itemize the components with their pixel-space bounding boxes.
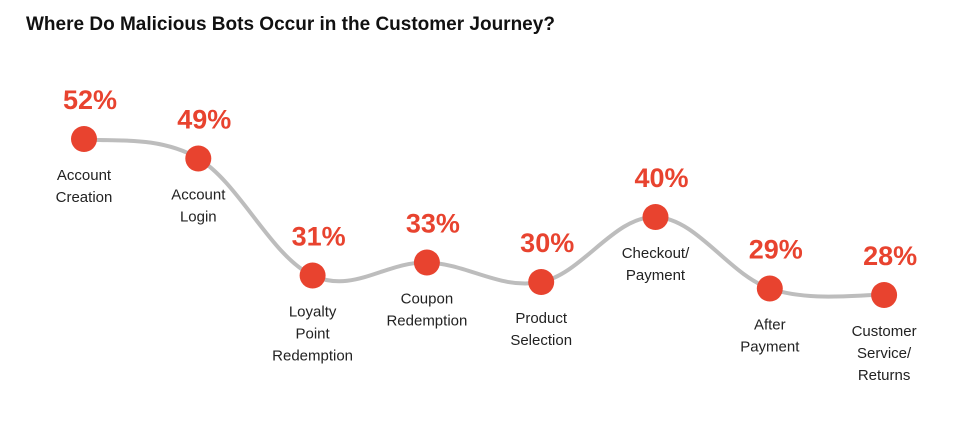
category-label: Customer Service/Returns — [852, 323, 917, 384]
data-point — [528, 269, 555, 295]
chart-title: Where Do Malicious Bots Occur in the Cus… — [26, 14, 555, 35]
data-point — [299, 262, 326, 289]
data-point-group: 49% Account Login — [171, 105, 231, 226]
category-label-line: Payment — [740, 339, 800, 356]
category-label: Checkout/Payment — [622, 245, 690, 284]
category-label-line: Product — [515, 310, 568, 327]
category-label-line: Selection — [510, 332, 572, 349]
data-point — [871, 282, 898, 308]
category-label: Account Creation — [56, 167, 113, 206]
data-point-group: 33% Coupon Redemption — [386, 209, 467, 330]
data-point-group: 28% Customer Service/Returns — [852, 241, 918, 384]
value-label: 40% — [634, 163, 688, 193]
value-label: 49% — [177, 105, 231, 135]
data-point — [756, 275, 783, 302]
category-label-line: After — [754, 317, 786, 334]
data-point — [185, 145, 212, 172]
data-point-group: 40% Checkout/Payment — [622, 163, 690, 284]
category-label-line: Redemption — [386, 313, 467, 330]
category-label: Coupon Redemption — [386, 291, 467, 330]
category-label-line: Creation — [56, 189, 113, 206]
category-label-line: Account — [171, 187, 226, 204]
category-label-line: Redemption — [272, 348, 353, 365]
category-label-line: Coupon — [401, 291, 454, 308]
category-label-line: Customer — [852, 323, 917, 340]
category-label: Product Selection — [510, 310, 572, 349]
category-label-line: Service/ — [857, 345, 912, 362]
category-label-line: Login — [180, 209, 217, 226]
category-label: After Payment — [740, 317, 800, 356]
category-label-line: Payment — [626, 267, 686, 284]
category-label-line: Returns — [858, 367, 911, 384]
value-label: 52% — [63, 85, 117, 115]
category-label: Account Login — [171, 187, 226, 226]
category-label-line: Checkout/ — [622, 245, 690, 262]
data-point-group: 31% Loyalty Point Redemption — [272, 222, 353, 365]
data-point-group: 52% Account Creation — [56, 85, 117, 206]
category-label-line: Point — [295, 326, 330, 343]
category-label-line: Loyalty — [289, 304, 337, 321]
value-label: 30% — [520, 228, 574, 258]
data-point-group: 29% After Payment — [740, 235, 803, 356]
data-point-group: 30% Product Selection — [510, 228, 574, 349]
category-label-line: Account — [57, 167, 112, 184]
series-line — [82, 137, 887, 299]
value-label: 31% — [292, 222, 346, 252]
data-point — [71, 126, 97, 152]
value-label: 29% — [749, 235, 803, 265]
category-label: Loyalty Point Redemption — [272, 304, 353, 365]
value-label: 28% — [863, 241, 917, 271]
data-point — [642, 204, 669, 230]
data-point — [413, 249, 440, 276]
value-label: 33% — [406, 209, 460, 239]
